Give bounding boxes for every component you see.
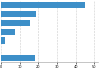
Bar (1, 11, 36, 17)
Bar (1, 2, 85, 8)
Bar (1, 20, 30, 26)
Bar (1, 28, 15, 35)
Bar (1, 55, 35, 61)
Bar (1, 37, 5, 44)
